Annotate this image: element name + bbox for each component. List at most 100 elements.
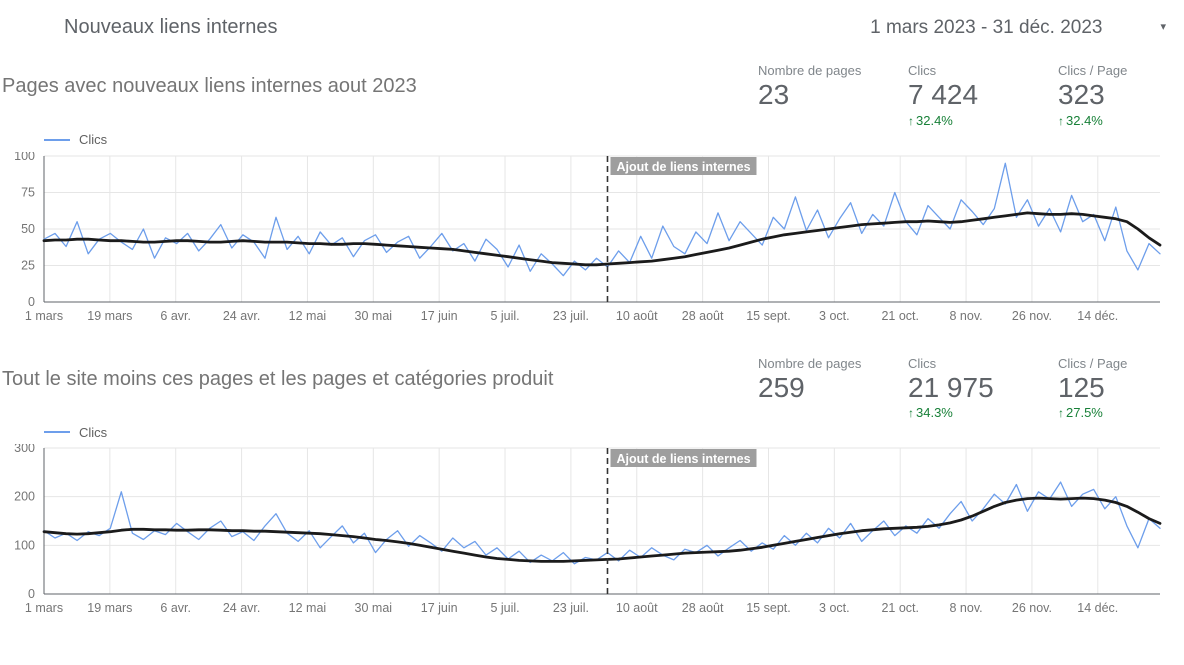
x-axis-tick-label: 24 avr.: [223, 309, 261, 323]
y-axis-tick-label: 300: [14, 444, 35, 455]
x-axis-tick-label: 26 nov.: [1012, 309, 1052, 323]
kpi-nombre-de-pages: Nombre de pages 259: [758, 356, 908, 421]
x-axis-tick-label: 12 mai: [289, 601, 327, 615]
kpi-value: 21 975: [908, 371, 994, 403]
annotation-label-background: [610, 449, 757, 468]
arrow-up-icon: ↑: [1058, 406, 1064, 421]
kpi-clics: Clics 7 424 ↑ 32.4%: [908, 63, 1058, 128]
kpi-clics-par-page: Clics / Page 125 ↑ 27.5%: [1058, 356, 1178, 421]
x-axis-tick-label: 21 oct.: [881, 601, 919, 615]
annotation-label: Ajout de liens internes: [616, 160, 750, 174]
kpi-delta-value: 27.5%: [1066, 405, 1103, 421]
x-axis-tick-label: 10 août: [616, 309, 658, 323]
x-axis-tick-label: 30 mai: [355, 309, 393, 323]
arrow-up-icon: ↑: [908, 406, 914, 421]
legend-line-swatch: [44, 138, 70, 141]
y-axis-tick-label: 75: [21, 185, 35, 199]
x-axis-tick-label: 5 juil.: [490, 309, 519, 323]
x-axis-tick-label: 21 oct.: [881, 309, 919, 323]
y-axis-tick-label: 50: [21, 222, 35, 236]
chart-card-rest-of-site: Tout le site moins ces pages et les page…: [0, 356, 1184, 619]
kpi-delta-value: 34.3%: [916, 405, 953, 421]
x-axis-tick-label: 28 août: [682, 601, 724, 615]
chart-legend: Clics: [0, 422, 1184, 442]
y-axis-tick-label: 100: [14, 152, 35, 163]
kpi-label: Clics: [908, 355, 937, 371]
x-axis-tick-label: 15 sept.: [746, 601, 790, 615]
timeseries-chart-pages-with-new-links[interactable]: 0 25 50 75 100 1 mars 19 mars 6 avr. 24 avr. 12 m…: [8, 152, 1168, 326]
x-axis-tick-label: 30 mai: [355, 601, 393, 615]
x-axis-tick-label: 24 avr.: [223, 601, 261, 615]
kpi-delta-value: 32.4%: [1066, 112, 1103, 128]
legend-line-swatch: [44, 431, 70, 434]
kpi-delta: [758, 113, 908, 128]
kpi-label: Clics / Page: [1058, 63, 1128, 78]
kpi-delta: ↑ 34.3%: [908, 405, 1058, 420]
kpi-clics: Clics 21 975 ↑ 34.3%: [908, 356, 1058, 421]
x-axis-tick-label: 14 déc.: [1077, 309, 1118, 323]
date-range-picker[interactable]: 1 mars 2023 - 31 déc. 2023 ▾: [870, 17, 1168, 39]
x-axis-tick-label: 6 avr.: [160, 601, 191, 615]
arrow-up-icon: ↑: [908, 113, 914, 128]
legend-label: Clics: [79, 132, 108, 148]
x-axis-tick-label: 17 juin: [421, 309, 458, 323]
section-header: Pages avec nouveaux liens internes aout …: [0, 63, 1184, 128]
kpi-label: Clics / Page: [1058, 355, 1128, 371]
kpi-label: Nombre de pages: [758, 63, 862, 78]
x-axis-tick-label: 12 mai: [289, 309, 327, 323]
x-axis-tick-label: 28 août: [682, 309, 724, 323]
legend-label: Clics: [79, 424, 108, 440]
y-axis-tick-label: 100: [14, 539, 35, 553]
kpi-delta: ↑ 27.5%: [1058, 405, 1178, 420]
chart-title: Tout le site moins ces pages et les page…: [2, 367, 554, 390]
section-header: Tout le site moins ces pages et les page…: [0, 356, 1184, 421]
x-axis-tick-label: 3 oct.: [819, 309, 850, 323]
y-axis-tick-label: 0: [28, 587, 35, 601]
y-axis-tick-label: 0: [28, 295, 35, 309]
x-axis-tick-label: 17 juin: [421, 601, 458, 615]
kpi-label: Nombre de pages: [758, 355, 862, 371]
kpi-label: Clics: [908, 63, 937, 78]
arrow-up-icon: ↑: [1058, 113, 1064, 128]
chart-card-pages-with-new-links: Pages avec nouveaux liens internes aout …: [0, 63, 1184, 326]
y-axis-tick-label: 25: [21, 258, 35, 272]
kpi-value: 259: [758, 371, 805, 403]
kpi-group: Nombre de pages 23 Clics 7 424 ↑ 32.4% Cl…: [758, 63, 1178, 128]
x-axis-tick-label: 26 nov.: [1012, 601, 1052, 615]
kpi-clics-par-page: Clics / Page 323 ↑ 32.4%: [1058, 63, 1178, 128]
x-axis-tick-label: 8 nov.: [950, 309, 983, 323]
kpi-value: 323: [1058, 79, 1105, 110]
timeseries-chart-rest-of-site[interactable]: 0 100 200 300 1 mars 19 mars 6 avr. 24 avr. 12 m…: [8, 444, 1168, 618]
x-axis-tick-label: 23 juil.: [553, 601, 589, 615]
x-axis-tick-label: 14 déc.: [1077, 601, 1118, 615]
y-axis-tick-label: 200: [14, 490, 35, 504]
x-axis-tick-label: 19 mars: [87, 309, 132, 323]
x-axis-tick-label: 5 juil.: [490, 601, 519, 615]
chart-title: Pages avec nouveaux liens internes aout …: [2, 75, 417, 97]
x-axis-tick-label: 1 mars: [25, 309, 63, 323]
kpi-group: Nombre de pages 259 Clics 21 975 ↑ 34.3% …: [758, 356, 1178, 421]
x-axis-tick-label: 10 août: [616, 601, 658, 615]
x-axis-tick-label: 23 juil.: [553, 309, 589, 323]
x-axis-tick-label: 8 nov.: [950, 601, 983, 615]
kpi-value: 125: [1058, 371, 1105, 403]
x-axis-tick-label: 3 oct.: [819, 601, 850, 615]
caret-down-icon: ▾: [1160, 21, 1166, 33]
date-range-label: 1 mars 2023 - 31 déc. 2023: [870, 16, 1103, 38]
kpi-delta-value: 32.4%: [916, 112, 953, 128]
kpi-nombre-de-pages: Nombre de pages 23: [758, 63, 908, 128]
kpi-delta: [758, 405, 908, 420]
chart-legend: Clics: [0, 130, 1184, 150]
report-header: Nouveaux liens internes 1 mars 2023 - 31…: [0, 0, 1184, 39]
kpi-delta: ↑ 32.4%: [1058, 113, 1178, 128]
kpi-delta: ↑ 32.4%: [908, 113, 1058, 128]
x-axis-tick-label: 15 sept.: [746, 309, 790, 323]
annotation-label: Ajout de liens internes: [616, 452, 750, 466]
kpi-value: 23: [758, 79, 790, 110]
kpi-value: 7 424: [908, 79, 979, 110]
trend-series-line: [42, 211, 1162, 266]
x-axis-tick-label: 6 avr.: [160, 309, 191, 323]
annotation-label-background: [610, 156, 757, 175]
x-axis-tick-label: 1 mars: [25, 601, 63, 615]
trend-series-line: [42, 496, 1162, 563]
